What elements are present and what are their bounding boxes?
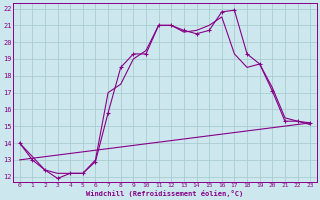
X-axis label: Windchill (Refroidissement éolien,°C): Windchill (Refroidissement éolien,°C) xyxy=(86,190,244,197)
